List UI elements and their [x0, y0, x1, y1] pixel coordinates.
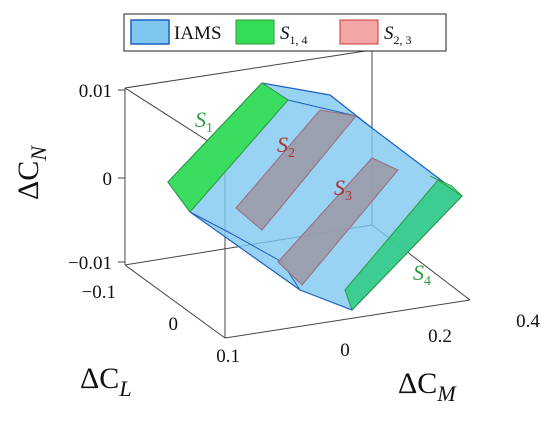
x-tick-label-2: 0.2 — [428, 326, 452, 347]
slab-s1 — [167, 82, 289, 213]
box-edge-top-back — [124, 49, 373, 89]
slab-s2 — [235, 109, 357, 231]
x-axis: 0 0.2 0.4 ΔCM — [340, 311, 540, 406]
slab-s3 — [277, 157, 399, 286]
legend-swatch-iams — [130, 19, 170, 45]
annotation-s3: S3 — [334, 175, 352, 204]
legend-label-s14: S1, 4 — [280, 23, 308, 47]
z-axis: 0.01 0 −0.01 ΔCN — [12, 81, 125, 274]
z-tick-label-1: 0.01 — [79, 81, 112, 102]
annotation-s4: S4 — [413, 260, 431, 289]
annotations: S1 S2 S3 S4 — [195, 107, 431, 289]
legend-label-s23: S2, 3 — [384, 23, 412, 47]
slab-s1-front — [167, 82, 289, 213]
slab-s2-face — [235, 109, 357, 231]
y-tick-label-3: 0.1 — [216, 346, 240, 367]
box-edge-bottom-left — [124, 264, 226, 339]
iams-ridge-bottom — [189, 211, 301, 291]
slab-s4 — [344, 175, 463, 311]
legend-swatch-s23 — [339, 19, 379, 45]
y-tick-label-2: 0 — [169, 314, 179, 335]
x-axis-label: ΔCM — [398, 367, 457, 406]
y-axis: −0.1 0 0.1 ΔCL — [80, 282, 240, 401]
annotation-s2: S2 — [277, 132, 295, 161]
z-axis-label: ΔCN — [12, 145, 51, 200]
y-tick-label-1: −0.1 — [82, 282, 116, 303]
x-tick-label-3: 0.4 — [516, 311, 540, 332]
slab-s3-face — [277, 157, 399, 286]
annotation-s1: S1 — [195, 107, 213, 136]
box-edge-bottom-front — [224, 299, 471, 339]
legend-swatch-s14 — [235, 19, 275, 45]
legend-label-iams: IAMS — [174, 23, 222, 44]
x-tick-label-1: 0 — [340, 340, 350, 361]
legend-box — [123, 13, 447, 52]
slab-s4-top — [429, 175, 463, 197]
legend: IAMS S1, 4 S2, 3 — [123, 13, 447, 52]
z-tick-label-2: 0 — [103, 169, 113, 190]
y-axis-label: ΔCL — [80, 362, 132, 401]
z-tick-label-3: −0.01 — [68, 253, 112, 274]
